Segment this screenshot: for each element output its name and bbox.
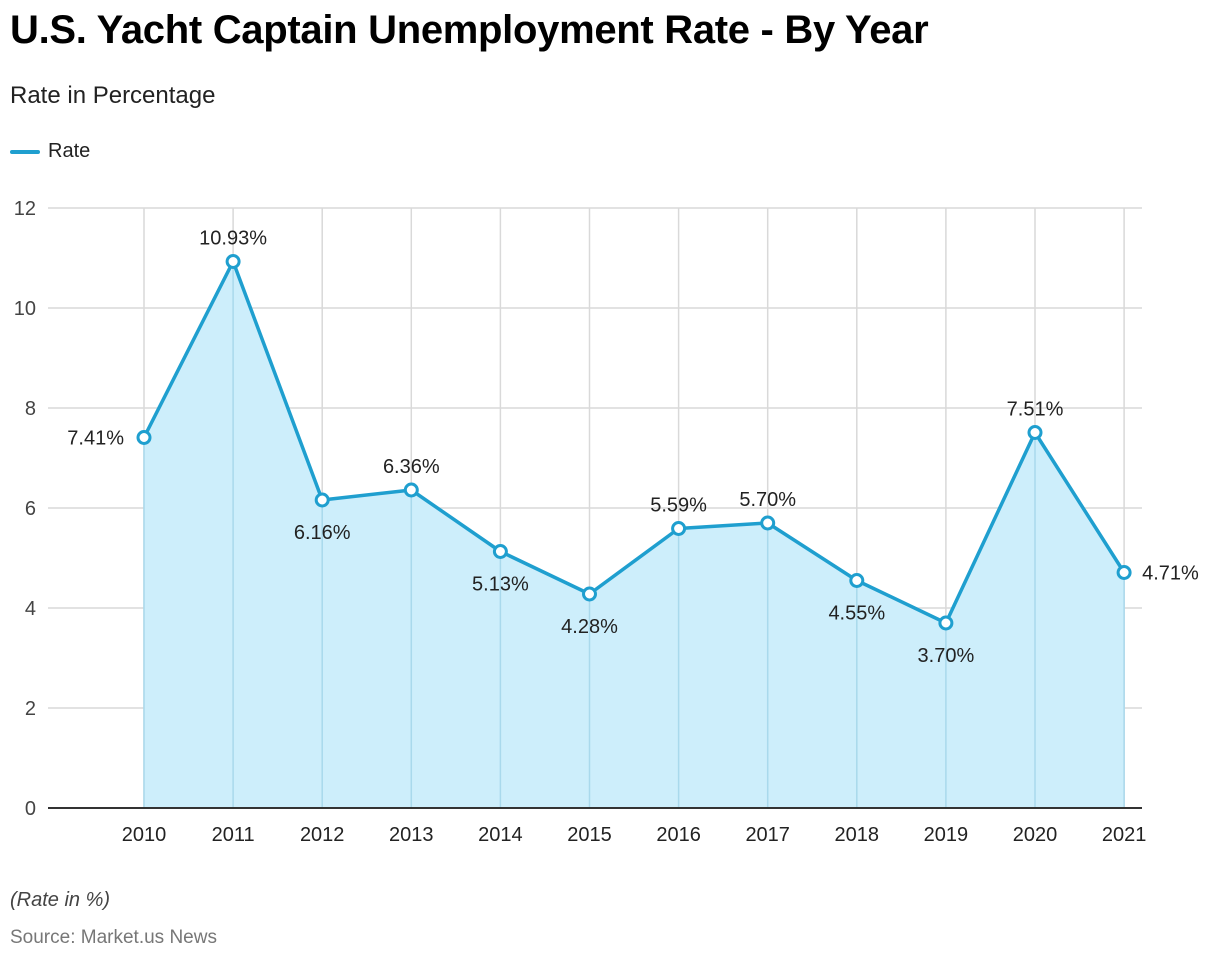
- data-point-marker: [849, 573, 865, 588]
- x-tick-label: 2015: [567, 824, 612, 846]
- unit-note: (Rate in %): [10, 889, 111, 911]
- y-tick-label: 12: [14, 198, 36, 220]
- x-tick-label: 2012: [300, 824, 345, 846]
- area-fill: [144, 261, 1125, 808]
- x-tick-label: 2013: [389, 824, 434, 846]
- data-label: 7.51%: [1007, 399, 1064, 421]
- data-point-marker: [225, 254, 241, 269]
- x-tick-label: 2014: [478, 824, 523, 846]
- x-tick-label: 2019: [924, 824, 969, 846]
- y-tick-label: 4: [25, 598, 36, 620]
- data-point-marker: [136, 430, 152, 445]
- chart-subtitle: Rate in Percentage: [10, 82, 216, 109]
- data-point-marker: [938, 615, 954, 631]
- data-label: 6.16%: [294, 522, 351, 544]
- x-tick-label: 2020: [1013, 824, 1058, 846]
- data-point-marker: [760, 515, 776, 531]
- legend-label-rate: Rate: [48, 140, 91, 162]
- data-label: 7.41%: [67, 428, 124, 450]
- x-tick-label: 2011: [212, 824, 255, 846]
- x-tick-label: 2010: [122, 824, 167, 846]
- y-tick-label: 0: [25, 798, 36, 820]
- data-label: 3.70%: [918, 645, 975, 667]
- data-point-marker: [582, 586, 597, 602]
- data-point-marker: [1027, 425, 1043, 440]
- data-label: 5.59%: [650, 495, 707, 517]
- y-tick-label: 10: [14, 298, 36, 320]
- data-point-marker: [671, 521, 687, 536]
- x-tick-label: 2021: [1102, 824, 1147, 846]
- chart-title: U.S. Yacht Captain Unemployment Rate - B…: [10, 8, 929, 52]
- data-point-marker: [314, 492, 330, 508]
- data-label: 5.70%: [739, 489, 796, 511]
- data-point-marker: [403, 482, 419, 498]
- legend: Rate: [10, 140, 90, 163]
- x-tick-label: 2018: [835, 824, 880, 846]
- data-point-marker: [492, 544, 508, 559]
- data-point-marker: [1116, 565, 1132, 580]
- y-tick-label: 6: [25, 498, 36, 520]
- legend-swatch-rate: [10, 149, 40, 154]
- series-line-rate: [142, 259, 1126, 625]
- source-credit: Source: Market.us News: [10, 927, 217, 948]
- y-tick-label: 2: [25, 698, 36, 720]
- data-label: 4.71%: [1142, 563, 1199, 585]
- data-label: 6.36%: [383, 456, 440, 478]
- y-tick-label: 8: [25, 398, 36, 420]
- data-label: 5.13%: [472, 574, 529, 596]
- x-tick-label: 2016: [656, 824, 701, 846]
- data-label: 10.93%: [199, 228, 267, 250]
- data-label: 4.55%: [828, 603, 885, 625]
- x-tick-label: 2017: [745, 824, 790, 846]
- data-label: 4.28%: [561, 616, 618, 638]
